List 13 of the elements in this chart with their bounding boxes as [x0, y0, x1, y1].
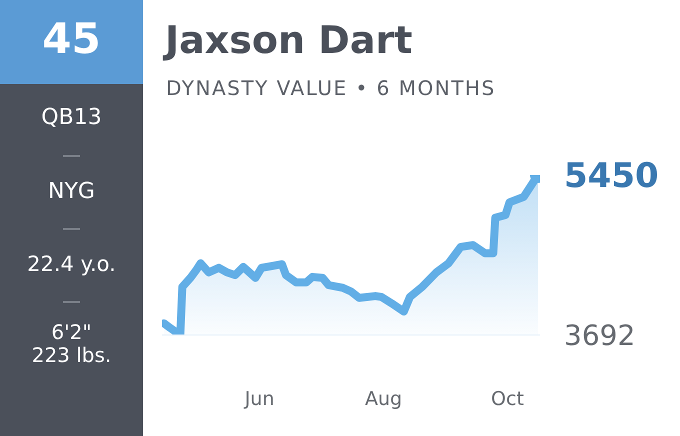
x-tick-label: Oct [491, 388, 524, 410]
text: 223 lbs. [30, 343, 112, 367]
text: 22.4 y.o. [26, 252, 117, 276]
text: NYG [47, 179, 96, 204]
y-tick-label: 3692 [564, 319, 636, 352]
text: 45 [41, 14, 102, 63]
x-tick-label: Aug [364, 388, 402, 410]
chart-title: Jaxson Dart [165, 18, 412, 62]
text: QB13 [40, 105, 103, 130]
y-tick-label: 5450 [564, 156, 659, 196]
text: 6'2" [50, 320, 93, 344]
chart-subtitle: DYNASTY VALUE • 6 MONTHS [166, 76, 496, 100]
x-tick-label: Jun [244, 388, 274, 410]
